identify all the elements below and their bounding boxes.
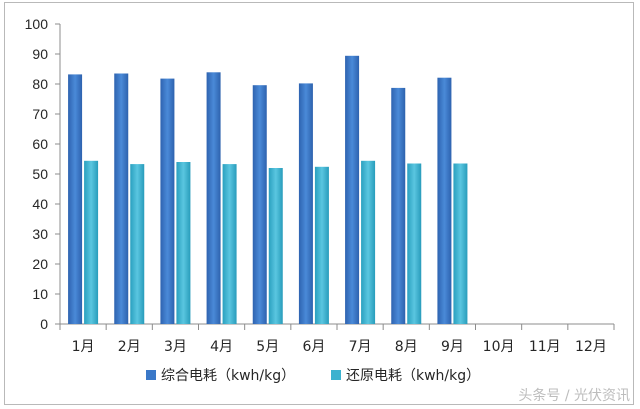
x-tick-label: 10月 bbox=[483, 339, 515, 355]
bar-reduction-7 bbox=[361, 160, 376, 324]
bar-comprehensive-2 bbox=[114, 73, 129, 324]
y-tick-label: 80 bbox=[32, 76, 48, 92]
bar-comprehensive-9 bbox=[437, 77, 452, 324]
y-tick-label: 50 bbox=[32, 166, 48, 182]
bar-comprehensive-8 bbox=[391, 87, 406, 325]
legend: 综合电耗（kwh/kg） 还原电耗（kwh/kg） bbox=[146, 368, 480, 384]
x-tick-label: 5月 bbox=[256, 339, 279, 355]
y-tick-label: 60 bbox=[32, 136, 48, 152]
bar-comprehensive-3 bbox=[160, 78, 175, 324]
bar-comprehensive-1 bbox=[68, 74, 83, 325]
y-tick-label: 20 bbox=[32, 256, 48, 272]
y-axis: 0 10 20 30 40 50 60 70 80 90 100 bbox=[25, 16, 61, 332]
bar-reduction-6 bbox=[314, 166, 329, 324]
y-tick-label: 90 bbox=[32, 46, 48, 62]
bar-reduction-2 bbox=[130, 164, 145, 324]
legend-label: 还原电耗（kwh/kg） bbox=[346, 368, 480, 384]
y-tick-label: 30 bbox=[32, 226, 48, 242]
y-tick-label: 100 bbox=[25, 16, 49, 32]
y-tick-label: 0 bbox=[40, 316, 48, 332]
bar-comprehensive-6 bbox=[298, 83, 313, 325]
y-tick-label: 40 bbox=[32, 196, 48, 212]
bars-group bbox=[68, 55, 468, 325]
x-tick-label: 7月 bbox=[349, 339, 372, 355]
legend-label: 综合电耗（kwh/kg） bbox=[161, 368, 295, 384]
y-tick-label: 70 bbox=[32, 106, 48, 122]
x-tick-label: 8月 bbox=[395, 339, 418, 355]
y-tick-label: 10 bbox=[32, 286, 48, 302]
legend-swatch bbox=[146, 370, 156, 380]
bar-reduction-3 bbox=[176, 162, 191, 324]
bar-reduction-5 bbox=[268, 168, 283, 324]
x-tick-label: 1月 bbox=[72, 339, 95, 355]
bar-reduction-8 bbox=[407, 163, 422, 324]
watermark: 头条号 / 光伏资讯 bbox=[518, 387, 630, 404]
x-tick-label: 3月 bbox=[164, 339, 187, 355]
legend-swatch bbox=[331, 370, 341, 380]
bar-comprehensive-4 bbox=[206, 72, 221, 324]
bar-comprehensive-5 bbox=[252, 85, 267, 324]
x-tick-label: 12月 bbox=[575, 339, 607, 355]
x-axis: 1月 2月 3月 4月 5月 6月 7月 8月 9月 10月 11月 12月 bbox=[59, 323, 615, 355]
x-tick-label: 11月 bbox=[529, 339, 561, 355]
bar-reduction-4 bbox=[222, 164, 237, 324]
x-tick-label: 2月 bbox=[118, 339, 141, 355]
bar-reduction-1 bbox=[84, 160, 99, 324]
x-tick-label: 4月 bbox=[210, 339, 233, 355]
bar-comprehensive-7 bbox=[345, 55, 360, 325]
bar-reduction-9 bbox=[453, 163, 468, 324]
x-tick-label: 6月 bbox=[302, 339, 325, 355]
x-tick-label: 9月 bbox=[441, 339, 464, 355]
